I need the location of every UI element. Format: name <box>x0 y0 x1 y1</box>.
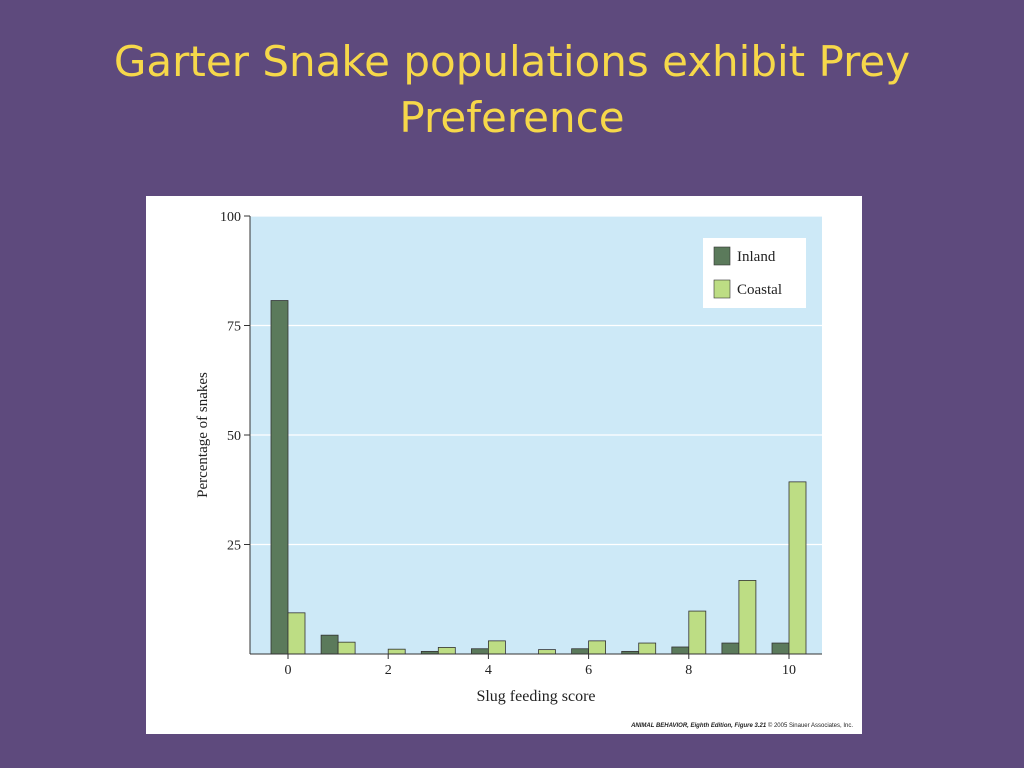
bar-coastal <box>287 612 306 655</box>
bar-inland <box>320 634 339 655</box>
bar-coastal <box>638 642 657 655</box>
x-tick-label: 10 <box>782 663 796 678</box>
bar-inland <box>721 642 740 655</box>
legend-label-coastal: Coastal <box>737 282 782 298</box>
bar-inland <box>771 642 790 655</box>
credit-copyright: © 2005 Sinauer Associates, Inc. <box>767 723 853 729</box>
bar-inland <box>470 648 489 655</box>
slide-title-line-1: Garter Snake populations exhibit Prey <box>113 37 911 86</box>
bar-coastal <box>588 640 607 655</box>
legend: Inland Coastal <box>703 238 806 308</box>
x-tick-label: 0 <box>285 663 292 678</box>
bar-coastal <box>538 649 556 655</box>
y-tick-label: 75 <box>227 320 241 335</box>
figure-credit: ANIMAL BEHAVIOR, Eighth Edition, Figure … <box>631 723 853 729</box>
y-tick-label: 50 <box>227 429 241 444</box>
y-ticks: 25 50 75 100 <box>220 210 250 554</box>
x-ticks: 0 2 4 6 8 10 <box>285 654 796 678</box>
bar-coastal <box>487 640 506 655</box>
bar-coastal <box>688 610 707 655</box>
legend-label-inland: Inland <box>737 249 776 265</box>
bar-coastal <box>738 580 757 655</box>
bar-inland <box>270 300 289 655</box>
credit-source: ANIMAL BEHAVIOR, Eighth Edition, Figure … <box>631 723 767 729</box>
y-tick-label: 25 <box>227 539 241 554</box>
legend-swatch-coastal <box>713 279 731 299</box>
bar-coastal <box>788 481 807 655</box>
bar-inland <box>671 646 690 655</box>
x-tick-label: 4 <box>485 663 492 678</box>
x-axis-label: Slug feeding score <box>476 688 595 705</box>
gridlines <box>250 215 822 546</box>
legend-swatch-inland <box>713 246 731 266</box>
bar-coastal <box>387 648 406 655</box>
slide-title-line-2: Preference <box>399 93 625 142</box>
y-tick-label: 100 <box>220 210 241 225</box>
bar-coastal <box>337 641 356 655</box>
x-tick-label: 8 <box>685 663 692 678</box>
x-tick-label: 2 <box>385 663 392 678</box>
x-tick-label: 6 <box>585 663 592 678</box>
bar-coastal <box>437 647 456 655</box>
bar-chart: 25 50 75 100 0 2 4 6 8 10 Percentage of snakes S… <box>195 210 822 705</box>
bar-inland <box>571 648 590 655</box>
y-axis-label: Percentage of snakes <box>195 372 211 498</box>
slide-title: Garter Snake populations exhibit Prey Pr… <box>40 34 984 146</box>
figure-panel: 25 50 75 100 0 2 4 6 8 10 Percentage of snakes S… <box>146 196 862 734</box>
